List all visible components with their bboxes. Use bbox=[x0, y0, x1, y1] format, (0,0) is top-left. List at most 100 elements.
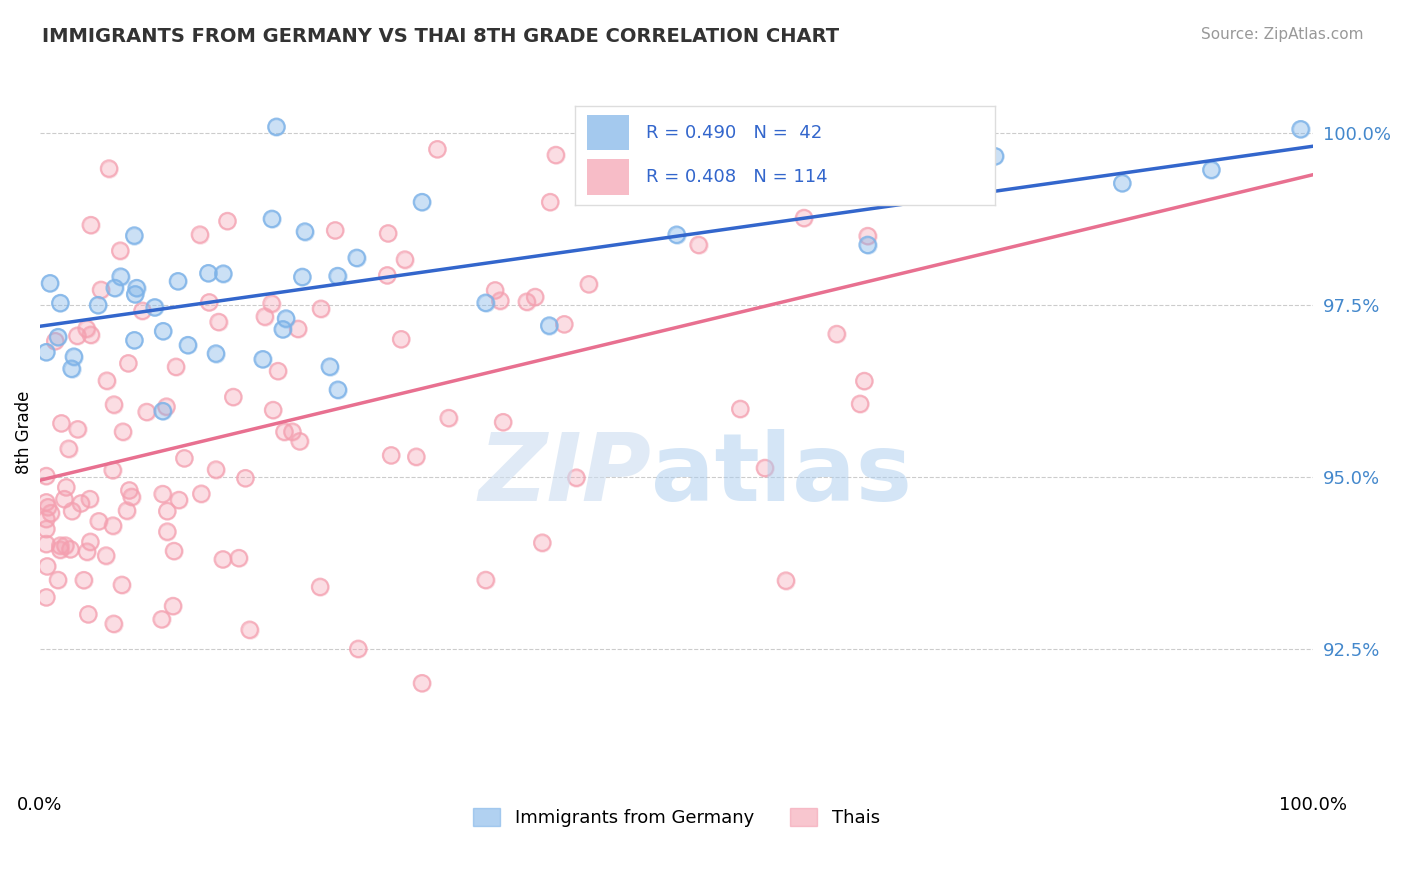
Point bbox=[60, 361, 83, 376]
Point bbox=[80, 327, 103, 342]
Point bbox=[273, 425, 295, 439]
Point bbox=[323, 223, 346, 237]
Point bbox=[730, 401, 752, 416]
Point bbox=[538, 195, 561, 210]
Point bbox=[49, 542, 72, 557]
Point bbox=[323, 223, 346, 237]
Point bbox=[205, 346, 228, 360]
Point bbox=[274, 311, 297, 326]
Point bbox=[211, 552, 233, 566]
Point bbox=[235, 471, 257, 485]
Point bbox=[273, 425, 295, 439]
Point bbox=[281, 425, 304, 439]
Point bbox=[35, 469, 58, 483]
Legend: Immigrants from Germany, Thais: Immigrants from Germany, Thais bbox=[467, 800, 887, 834]
Point bbox=[411, 195, 433, 210]
Point bbox=[222, 390, 245, 404]
Point bbox=[266, 120, 288, 134]
Point bbox=[103, 616, 125, 631]
Point bbox=[239, 623, 262, 637]
Point bbox=[101, 518, 124, 533]
Point bbox=[55, 480, 77, 494]
Point bbox=[228, 551, 250, 566]
Point bbox=[228, 551, 250, 566]
Point bbox=[103, 398, 125, 412]
Point bbox=[152, 404, 174, 418]
Point bbox=[35, 345, 58, 359]
Point bbox=[152, 404, 174, 418]
Point bbox=[347, 641, 370, 656]
Point bbox=[167, 493, 190, 508]
Point bbox=[44, 334, 66, 348]
Point bbox=[104, 281, 127, 295]
Point bbox=[76, 544, 98, 558]
Point bbox=[63, 350, 86, 364]
Point bbox=[281, 425, 304, 439]
Point bbox=[124, 228, 146, 243]
Point bbox=[274, 311, 297, 326]
Point bbox=[411, 195, 433, 210]
Point bbox=[58, 442, 80, 456]
Point bbox=[205, 462, 228, 476]
Point bbox=[665, 227, 688, 242]
Point bbox=[49, 296, 72, 310]
Point bbox=[143, 301, 166, 315]
Point bbox=[39, 277, 62, 291]
Point bbox=[763, 112, 786, 126]
Point bbox=[253, 310, 276, 324]
Point bbox=[287, 322, 309, 336]
Point bbox=[793, 211, 815, 225]
Point bbox=[793, 211, 815, 225]
Text: atlas: atlas bbox=[651, 428, 912, 521]
Point bbox=[271, 322, 294, 336]
Point bbox=[474, 295, 496, 310]
Point bbox=[260, 211, 283, 226]
Point bbox=[115, 503, 138, 517]
Point bbox=[405, 450, 427, 464]
Point bbox=[484, 284, 506, 298]
Point bbox=[35, 591, 58, 605]
Point bbox=[35, 537, 58, 551]
Point bbox=[110, 244, 132, 258]
Point bbox=[76, 321, 98, 335]
Point bbox=[77, 607, 100, 622]
Point bbox=[291, 269, 314, 284]
Point bbox=[763, 112, 786, 126]
Text: ZIP: ZIP bbox=[478, 428, 651, 521]
Point bbox=[96, 374, 118, 388]
Point bbox=[260, 211, 283, 226]
Point bbox=[162, 599, 184, 613]
Point bbox=[63, 350, 86, 364]
Point bbox=[347, 641, 370, 656]
Point bbox=[825, 326, 848, 341]
Point bbox=[55, 539, 77, 553]
Point bbox=[665, 227, 688, 242]
Point bbox=[87, 298, 110, 312]
Point bbox=[309, 580, 332, 594]
Point bbox=[411, 676, 433, 690]
Point bbox=[156, 524, 179, 539]
Point bbox=[37, 500, 59, 515]
Point bbox=[190, 486, 212, 500]
Point bbox=[730, 401, 752, 416]
Point bbox=[267, 364, 290, 378]
Point bbox=[1289, 122, 1312, 136]
Point bbox=[309, 301, 332, 316]
Point bbox=[377, 227, 399, 241]
Point bbox=[853, 374, 876, 388]
Point bbox=[326, 383, 349, 397]
Point bbox=[775, 574, 797, 588]
Point bbox=[235, 471, 257, 485]
Point bbox=[49, 539, 72, 553]
Point bbox=[260, 296, 283, 310]
Point bbox=[326, 268, 349, 283]
Point bbox=[856, 229, 879, 244]
Point bbox=[96, 374, 118, 388]
Point bbox=[150, 612, 173, 626]
Point bbox=[553, 318, 575, 332]
Point bbox=[346, 251, 368, 265]
Point bbox=[103, 616, 125, 631]
Point bbox=[53, 492, 76, 507]
Point bbox=[39, 277, 62, 291]
Point bbox=[35, 512, 58, 526]
